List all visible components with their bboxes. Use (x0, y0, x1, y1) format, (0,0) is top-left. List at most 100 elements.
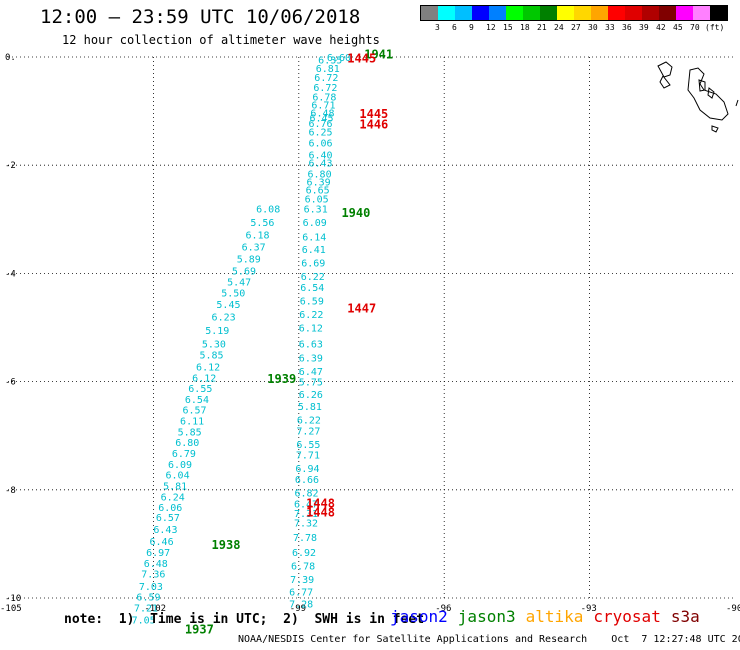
wave-height-value: 6.80 (175, 438, 199, 449)
legend-swatch (642, 6, 659, 20)
wave-height-value: 6.55 (296, 440, 320, 451)
legend-swatch (506, 6, 523, 20)
wave-height-value: 6.31 (304, 204, 328, 215)
wave-height-value: 6.54 (185, 395, 209, 406)
wave-height-value: 6.22 (297, 415, 321, 426)
legend-label: 24 (554, 23, 564, 32)
wave-height-value: 5.47 (227, 278, 251, 289)
pass-time-label: 1938 (212, 538, 241, 552)
wave-height-value: 6.18 (245, 230, 269, 241)
lon-tick-label: -90 (726, 604, 740, 614)
legend-label: 6 (452, 23, 457, 32)
wave-height-value: 6.92 (292, 548, 316, 559)
wave-height-value: 6.69 (301, 259, 325, 270)
wave-height-value: 6.08 (256, 204, 280, 215)
pass-time-label: 1447 (347, 302, 376, 316)
legend-label: 21 (537, 23, 547, 32)
wave-height-value: 6.66 (295, 475, 319, 486)
wave-height-value: 6.80 (308, 169, 332, 180)
legend-label: 36 (622, 23, 632, 32)
legend-labels: 3 6 9 12 15 18 21 24 27 30 33 36 39 42 45 70 (ft) (420, 21, 728, 33)
wave-height-value: 6.77 (289, 588, 313, 599)
legend-swatch (659, 6, 676, 20)
legend-label: 12 (486, 23, 496, 32)
wave-height-value: 5.85 (199, 351, 223, 362)
satellite-cryosat: cryosat (593, 607, 661, 626)
wave-height-value: 6.63 (299, 340, 323, 351)
wave-height-value: 6.72 (313, 83, 337, 94)
wave-height-value: 6.06 (308, 138, 332, 149)
wave-height-value: 6.79 (172, 449, 196, 460)
legend-swatch (574, 6, 591, 20)
wave-height-value: 6.82 (294, 489, 318, 500)
legend-swatch (489, 6, 506, 20)
wave-height-value: 6.22 (299, 310, 323, 321)
pass-time-label: 1937 (185, 622, 214, 636)
pass-time-label: 1445 (359, 107, 388, 121)
wave-height-value: 6.22 (301, 272, 325, 283)
legend-swatch (421, 6, 438, 20)
wave-height-value: 7.32 (294, 518, 318, 529)
wave-height-value: 6.12 (196, 362, 220, 373)
wave-height-value: 6.12 (192, 373, 216, 384)
wave-height-value: 6.59 (136, 592, 160, 603)
wave-height-value: 7.21 (134, 604, 158, 615)
wave-height-value: 6.54 (300, 283, 324, 294)
legend-swatch (557, 6, 574, 20)
wave-height-value: 6.23 (212, 313, 236, 324)
legend-label: 42 (656, 23, 666, 32)
wave-height-value: 5.89 (237, 254, 261, 265)
legend-swatch (472, 6, 489, 20)
pass-time-label: 1446 (359, 118, 388, 132)
legend-swatch (676, 6, 693, 20)
legend-label: 70 (690, 23, 700, 32)
legend-swatch (591, 6, 608, 20)
lat-tick-label: 0. (5, 53, 16, 63)
chart-subtitle: 12 hour collection of altimeter wave hei… (62, 33, 380, 47)
wave-height-value: 6.26 (299, 390, 323, 401)
wave-height-value: 7.31 (294, 509, 318, 520)
wave-height-value: 6.43 (153, 525, 177, 536)
wave-height-value: 5.19 (205, 326, 229, 337)
legend-label: 18 (520, 23, 530, 32)
wave-height-value: 6.45 (309, 114, 333, 125)
legend-label: 45 (673, 23, 683, 32)
wave-height-value: 6.81 (316, 64, 340, 75)
legend-label: 30 (588, 23, 598, 32)
wave-height-value: 6.35 (318, 56, 342, 67)
footer-note: note: 1) Time is in UTC; 2) SWH is in fe… (64, 612, 425, 627)
wave-height-value: 6.11 (180, 417, 204, 428)
wave-height-value: 6.46 (150, 537, 174, 548)
wave-height-value: 6.59 (300, 296, 324, 307)
legend-swatch (455, 6, 472, 20)
wave-height-value: 5.56 (250, 218, 274, 229)
wave-height-value: 6.97 (146, 548, 170, 559)
wave-height-value: 6.78 (312, 92, 336, 103)
wave-height-value: 5.69 (232, 267, 256, 278)
wave-height-value: 5.81 (298, 402, 322, 413)
footer-credit: NOAA/NESDIS Center for Satellite Applica… (238, 634, 740, 645)
wave-height-value: 7.27 (296, 426, 320, 437)
wave-height-value: 6.12 (299, 324, 323, 335)
wave-height-value: 7.28 (289, 599, 313, 610)
pass-time-label: 1448 (306, 506, 335, 520)
wave-height-value: 6.48 (144, 559, 168, 570)
legend-label: 3 (435, 23, 440, 32)
wave-height-value: 7.71 (296, 451, 320, 462)
wave-height-value: 6.37 (242, 242, 266, 253)
chart-title: 12:00 — 23:59 UTC 10/06/2018 (40, 6, 361, 28)
legend-label: 9 (469, 23, 474, 32)
wave-height-value: 6.06 (158, 503, 182, 514)
wave-height-value: 6.39 (299, 353, 323, 364)
legend-swatch (693, 6, 710, 20)
legend-swatch (710, 6, 727, 20)
wave-height-value: 6.60 (327, 53, 351, 64)
wave-height-value: 6.48 (310, 109, 334, 120)
legend-label: 27 (571, 23, 581, 32)
satellite-jason3: jason3 (457, 607, 516, 626)
legend-swatch (625, 6, 642, 20)
wave-height-value: 6.39 (307, 177, 331, 188)
legend-label: (ft) (705, 23, 725, 32)
lat-tick-label: -2 (5, 161, 16, 171)
pass-time-label: 1445 (347, 52, 376, 66)
